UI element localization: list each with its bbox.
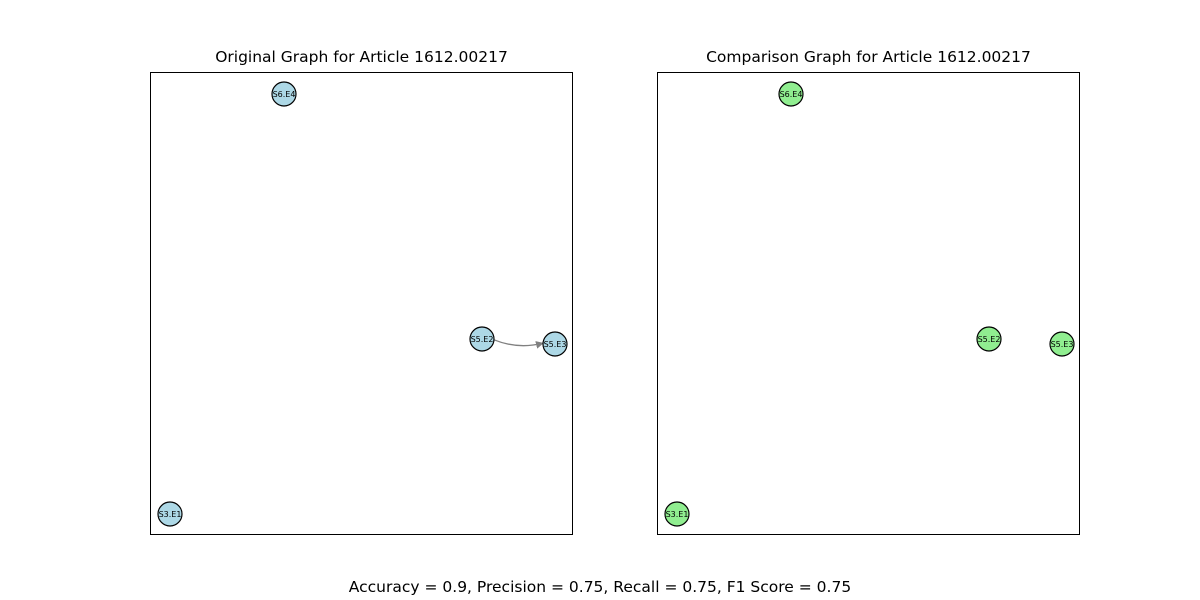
comparison-node-s5-e3: S5.E3: [1049, 331, 1075, 357]
original-node-s6-e4: S6.E4: [271, 81, 297, 107]
original-graph-canvas: S6.E4 S5.E2 S5.E3 S3.E1: [157, 81, 568, 527]
original-edge-s5-e2-to-s5-e3: [493, 339, 544, 349]
original-node-circle: [157, 501, 183, 527]
original-node-s5-e3: S5.E3: [542, 331, 568, 357]
comparison-node-s3-e1: S3.E1: [664, 501, 690, 527]
comparison-node-label: S5.E3: [1051, 340, 1074, 349]
comparison-node-label: S5.E2: [978, 335, 1001, 344]
comparison-node-s6-e4: S6.E4: [778, 81, 804, 107]
comparison-graph-panel: S6.E4 S5.E2 S5.E3 S3.E1: [657, 72, 1080, 535]
original-node-label: S5.E3: [544, 340, 567, 349]
original-node-s3-e1: S3.E1: [157, 501, 183, 527]
original-node-label: S3.E1: [159, 510, 182, 519]
original-node-label: S5.E2: [471, 335, 494, 344]
comparison-node-label: S6.E4: [780, 90, 803, 99]
original-graph-panel: S6.E4 S5.E2 S5.E3 S3.E1: [150, 72, 573, 535]
original-node-s5-e2: S5.E2: [469, 326, 495, 352]
comparison-node-circle: [1049, 331, 1075, 357]
comparison-node-s5-e2: S5.E2: [976, 326, 1002, 352]
comparison-node-circle: [664, 501, 690, 527]
original-node-label: S6.E4: [273, 90, 296, 99]
original-node-circle: [469, 326, 495, 352]
original-graph-title: Original Graph for Article 1612.00217: [215, 48, 508, 66]
comparison-graph-canvas: S6.E4 S5.E2 S5.E3 S3.E1: [664, 81, 1075, 527]
metrics-summary: Accuracy = 0.9, Precision = 0.75, Recall…: [348, 578, 852, 596]
comparison-node-label: S3.E1: [666, 510, 689, 519]
comparison-node-circle: [976, 326, 1002, 352]
original-node-circle: [542, 331, 568, 357]
original-node-circle: [271, 81, 297, 107]
comparison-graph-title: Comparison Graph for Article 1612.00217: [706, 48, 1031, 66]
comparison-node-circle: [778, 81, 804, 107]
